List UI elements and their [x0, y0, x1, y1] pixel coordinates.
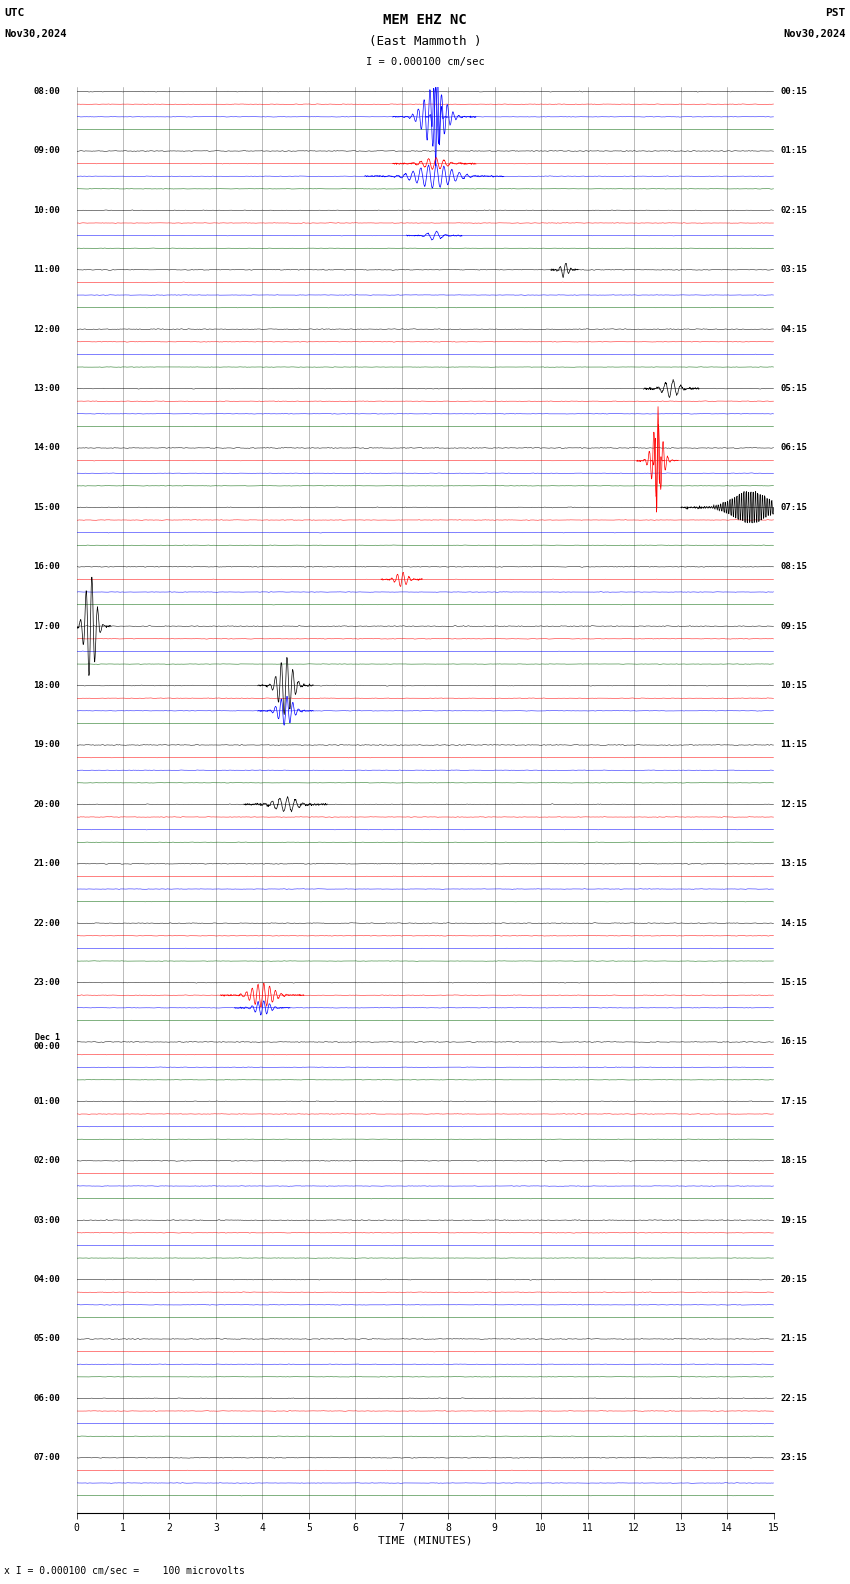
Text: 22:15: 22:15: [780, 1394, 808, 1403]
Text: 08:00: 08:00: [33, 87, 60, 97]
Text: 19:00: 19:00: [33, 740, 60, 749]
Text: 20:15: 20:15: [780, 1275, 808, 1285]
Text: PST: PST: [825, 8, 846, 17]
Text: 11:15: 11:15: [780, 740, 808, 749]
Text: 03:00: 03:00: [33, 1215, 60, 1224]
Text: 04:00: 04:00: [33, 1275, 60, 1285]
Text: 09:00: 09:00: [33, 146, 60, 155]
Text: 17:15: 17:15: [780, 1096, 808, 1106]
Text: 02:00: 02:00: [33, 1156, 60, 1166]
Text: 15:15: 15:15: [780, 977, 808, 987]
Text: 07:15: 07:15: [780, 502, 808, 512]
Text: 13:15: 13:15: [780, 859, 808, 868]
X-axis label: TIME (MINUTES): TIME (MINUTES): [377, 1536, 473, 1546]
Text: 13:00: 13:00: [33, 383, 60, 393]
Text: MEM EHZ NC: MEM EHZ NC: [383, 13, 467, 27]
Text: 12:00: 12:00: [33, 325, 60, 334]
Text: Nov30,2024: Nov30,2024: [4, 29, 67, 38]
Text: 03:15: 03:15: [780, 265, 808, 274]
Text: 18:15: 18:15: [780, 1156, 808, 1166]
Text: 17:00: 17:00: [33, 621, 60, 630]
Text: 11:00: 11:00: [33, 265, 60, 274]
Text: 06:00: 06:00: [33, 1394, 60, 1403]
Text: 05:15: 05:15: [780, 383, 808, 393]
Text: 06:15: 06:15: [780, 444, 808, 453]
Text: x I = 0.000100 cm/sec =    100 microvolts: x I = 0.000100 cm/sec = 100 microvolts: [4, 1567, 245, 1576]
Text: 15:00: 15:00: [33, 502, 60, 512]
Text: 14:15: 14:15: [780, 919, 808, 928]
Text: Nov30,2024: Nov30,2024: [783, 29, 846, 38]
Text: 23:15: 23:15: [780, 1453, 808, 1462]
Text: I = 0.000100 cm/sec: I = 0.000100 cm/sec: [366, 57, 484, 67]
Text: 20:00: 20:00: [33, 800, 60, 809]
Text: 18:00: 18:00: [33, 681, 60, 691]
Text: 19:15: 19:15: [780, 1215, 808, 1224]
Text: 08:15: 08:15: [780, 562, 808, 572]
Text: Dec 1: Dec 1: [35, 1033, 60, 1042]
Text: 05:00: 05:00: [33, 1334, 60, 1343]
Text: 16:15: 16:15: [780, 1038, 808, 1047]
Text: UTC: UTC: [4, 8, 25, 17]
Text: 16:00: 16:00: [33, 562, 60, 572]
Text: 04:15: 04:15: [780, 325, 808, 334]
Text: 00:15: 00:15: [780, 87, 808, 97]
Text: 10:15: 10:15: [780, 681, 808, 691]
Text: 12:15: 12:15: [780, 800, 808, 809]
Text: 22:00: 22:00: [33, 919, 60, 928]
Text: 14:00: 14:00: [33, 444, 60, 453]
Text: 07:00: 07:00: [33, 1453, 60, 1462]
Text: 02:15: 02:15: [780, 206, 808, 215]
Text: 10:00: 10:00: [33, 206, 60, 215]
Text: (East Mammoth ): (East Mammoth ): [369, 35, 481, 48]
Text: 21:15: 21:15: [780, 1334, 808, 1343]
Text: 00:00: 00:00: [33, 1042, 60, 1050]
Text: 23:00: 23:00: [33, 977, 60, 987]
Text: 01:15: 01:15: [780, 146, 808, 155]
Text: 21:00: 21:00: [33, 859, 60, 868]
Text: 09:15: 09:15: [780, 621, 808, 630]
Text: 01:00: 01:00: [33, 1096, 60, 1106]
